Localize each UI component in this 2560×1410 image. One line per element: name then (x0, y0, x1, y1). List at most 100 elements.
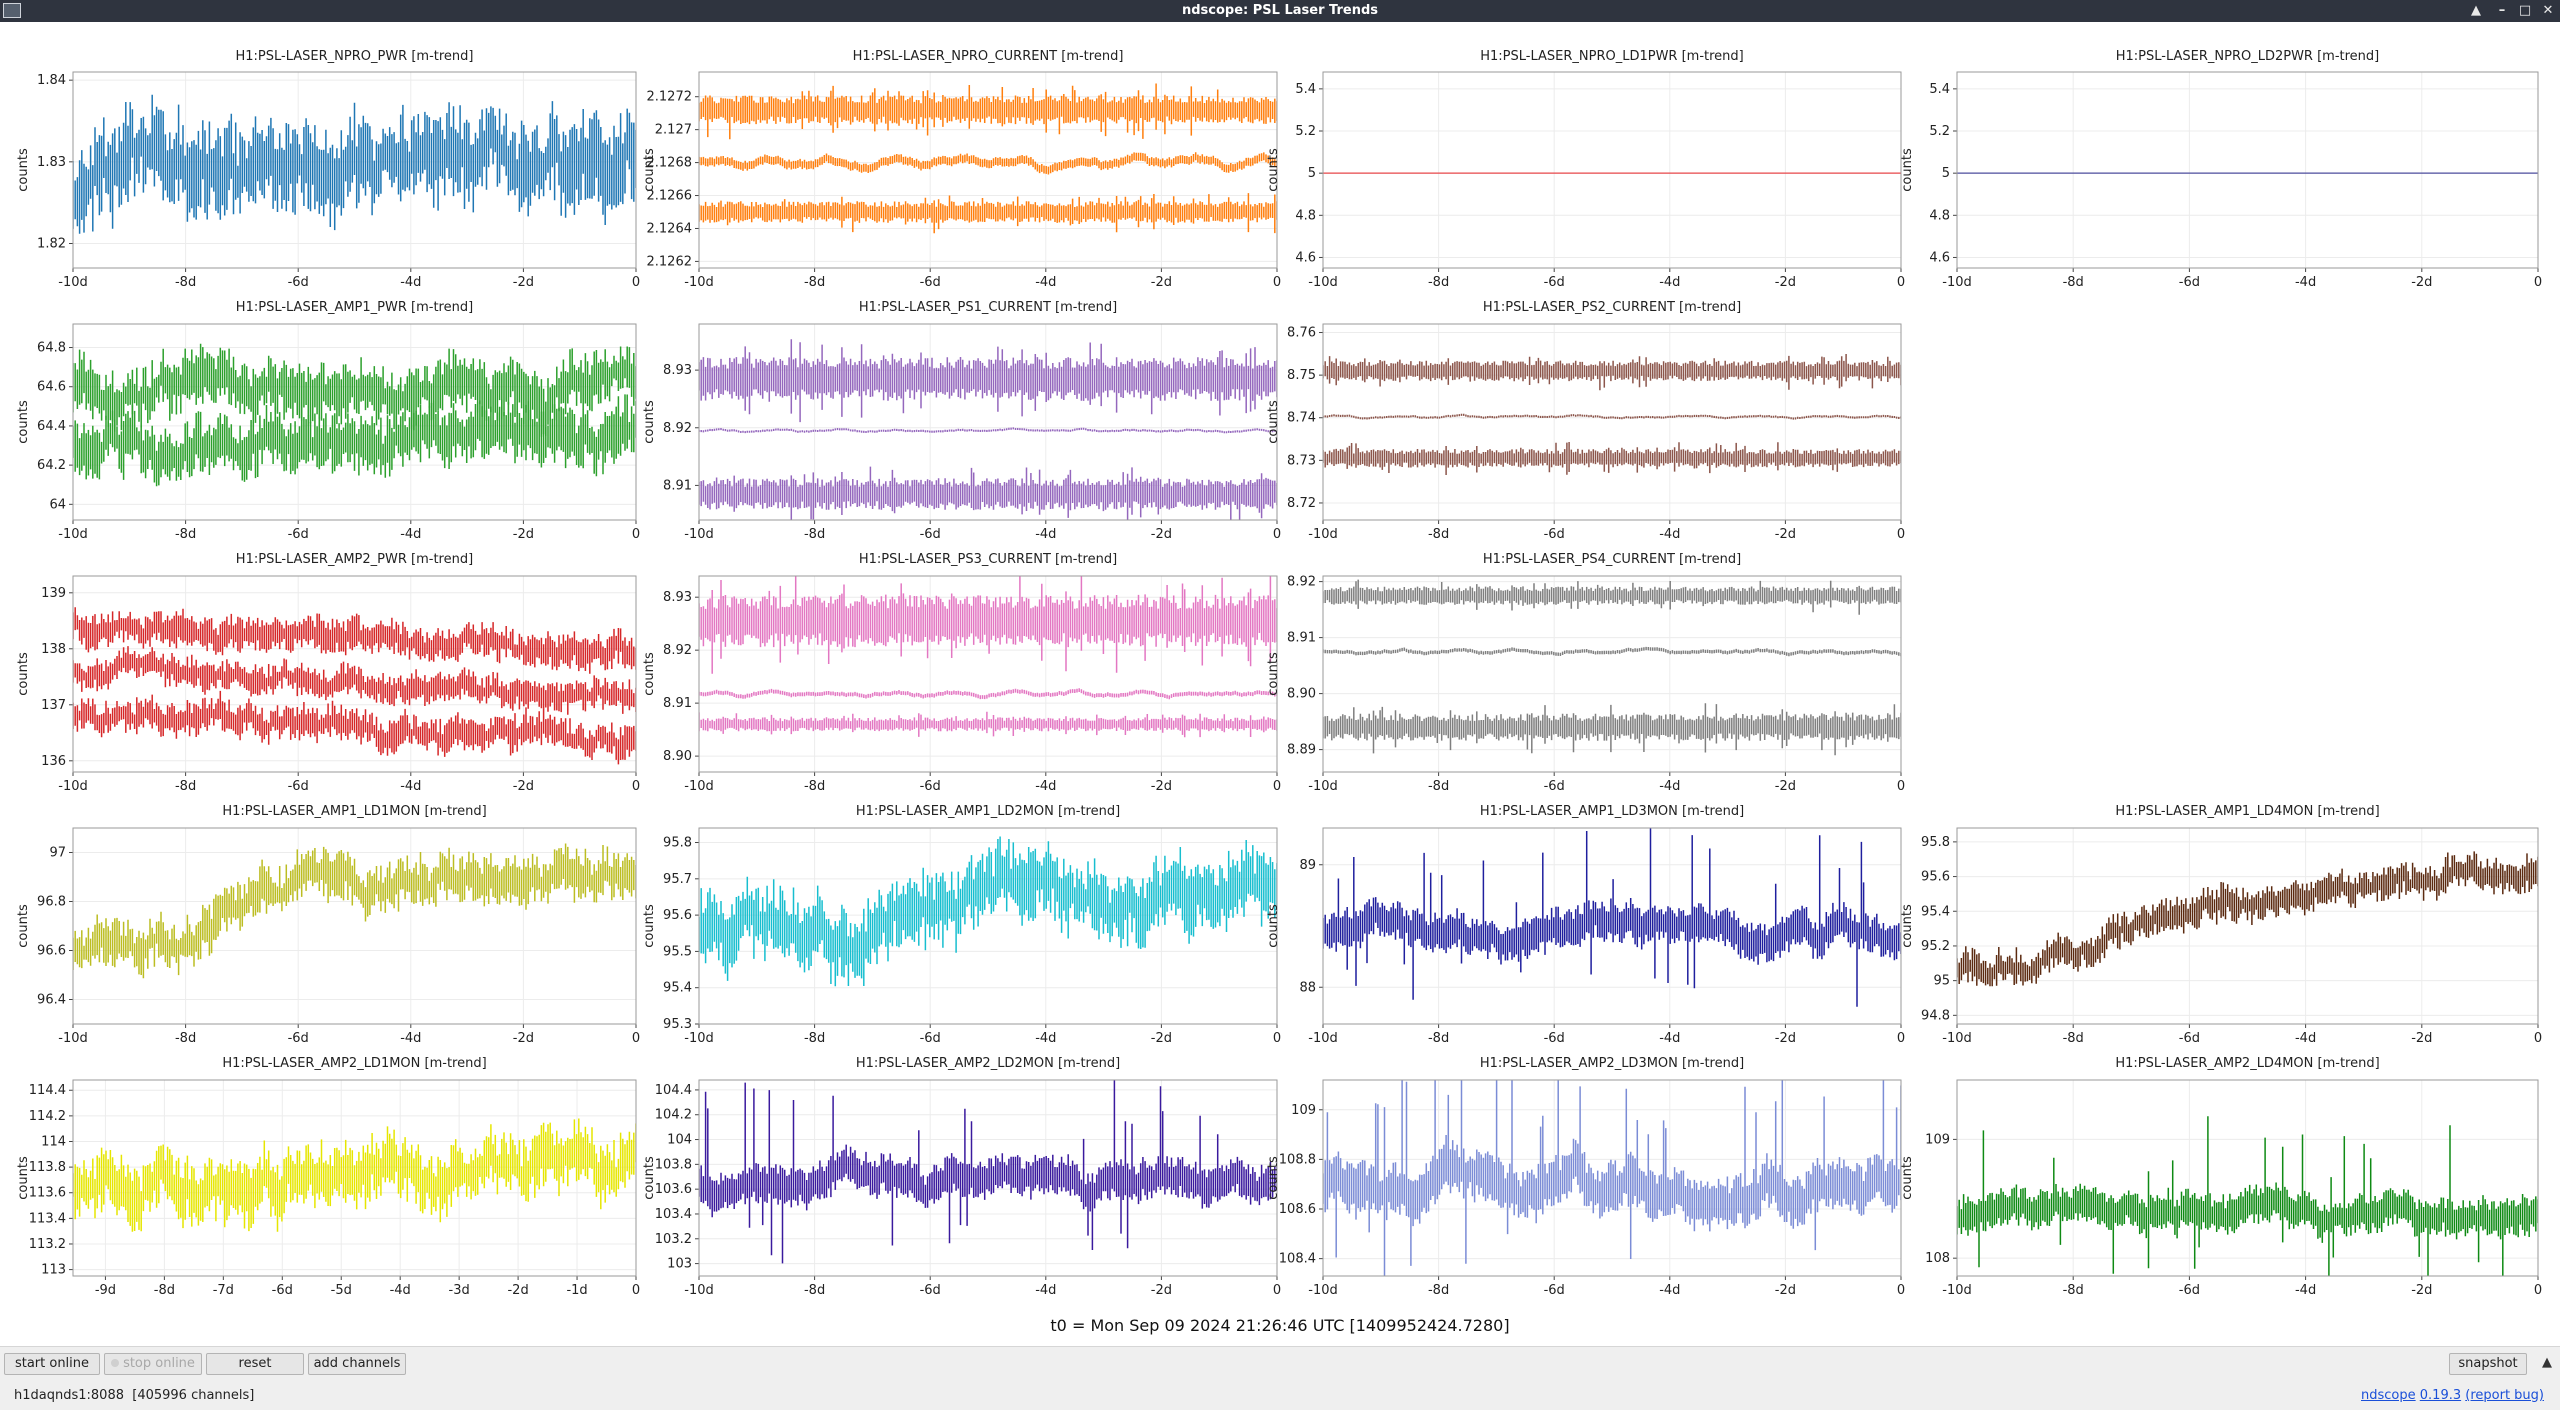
y-axis-label: counts (1266, 400, 1281, 444)
y-axis-label: counts (1900, 1156, 1915, 1200)
y-tick-label: 136 (41, 754, 66, 769)
series-group (73, 94, 636, 234)
plot-frame (1322, 575, 1902, 773)
plot-grid[interactable]: H1:PSL-LASER_NPRO_PWR [m-trend] -10d -8d -6… (0, 0, 2560, 1330)
x-tick-label: -6d (272, 1283, 293, 1298)
stop-online-button[interactable]: stop online (104, 1353, 202, 1375)
y-axis-label: counts (642, 1156, 657, 1200)
plot-panel[interactable]: H1:PSL-LASER_PS4_CURRENT [m-trend] -10d -8… (1266, 552, 1905, 794)
x-tick-label: -4d (2295, 1031, 2316, 1046)
x-tick-label: 0 (1897, 779, 1905, 794)
series-trace (1323, 1080, 1901, 1276)
series-trace (699, 339, 1277, 423)
x-tick-label: 0 (1273, 1283, 1281, 1298)
y-tick-label: 95.5 (663, 944, 692, 959)
plot-panel[interactable]: H1:PSL-LASER_AMP2_LD2MON [m-trend] -10d -8… (642, 1056, 1281, 1298)
plot-panel[interactable]: H1:PSL-LASER_NPRO_LD1PWR [m-trend] -10d -8… (1266, 49, 1905, 290)
plot-panel[interactable]: H1:PSL-LASER_AMP2_LD1MON [m-trend] -9d -8d… (16, 1056, 640, 1298)
x-tick-label: -8d (175, 527, 196, 542)
x-tick-label: 0 (1897, 527, 1905, 542)
x-tick-label: -8d (804, 275, 825, 290)
series-group (73, 843, 636, 979)
x-tick-label: 0 (2534, 275, 2542, 290)
plot-panel[interactable]: H1:PSL-LASER_PS1_CURRENT [m-trend] -10d -8… (642, 300, 1281, 542)
collapse-icon[interactable]: ▲ (2542, 1355, 2552, 1370)
y-tick-label: 4.8 (1295, 208, 1316, 223)
series-trace (73, 690, 636, 765)
plot-panel[interactable]: H1:PSL-LASER_NPRO_CURRENT [m-trend] -10d -… (642, 49, 1281, 290)
x-tick-label: -8d (154, 1283, 175, 1298)
stop-icon (111, 1359, 120, 1367)
y-tick-label: 1.82 (37, 237, 66, 252)
series-trace (1323, 442, 1901, 475)
reset-button[interactable]: reset (206, 1353, 304, 1375)
plot-frame (698, 575, 1278, 773)
y-tick-label: 95.2 (1921, 939, 1950, 954)
x-tick-label: -4d (1035, 779, 1056, 794)
chevron-up-icon[interactable]: ▲ (2471, 3, 2481, 18)
y-tick-label: 103.6 (655, 1182, 692, 1197)
plot-panel[interactable]: H1:PSL-LASER_NPRO_PWR [m-trend] -10d -8d -6… (16, 49, 640, 290)
plot-panel[interactable]: H1:PSL-LASER_AMP1_LD2MON [m-trend] -10d -8… (642, 804, 1281, 1046)
plot-panel[interactable]: H1:PSL-LASER_PS3_CURRENT [m-trend] -10d -8… (642, 552, 1281, 794)
start-online-button[interactable]: start online (4, 1353, 100, 1375)
x-tick-label: 0 (1897, 275, 1905, 290)
y-tick-label: 104 (667, 1133, 692, 1148)
x-tick-label: -6d (288, 527, 309, 542)
x-tick-label: 0 (1273, 779, 1281, 794)
y-axis-label: counts (642, 148, 657, 192)
plot-title: H1:PSL-LASER_PS3_CURRENT [m-trend] (859, 552, 1117, 567)
maximize-icon[interactable]: □ (2518, 3, 2532, 18)
y-tick-label: 8.74 (1287, 411, 1316, 426)
plot-panel[interactable]: H1:PSL-LASER_AMP2_LD3MON [m-trend] -10d -8… (1266, 1044, 1905, 1298)
plot-title: H1:PSL-LASER_PS1_CURRENT [m-trend] (859, 300, 1117, 315)
plot-panel[interactable]: H1:PSL-LASER_NPRO_LD2PWR [m-trend] -10d -8… (1900, 49, 2542, 290)
snapshot-button[interactable]: snapshot (2449, 1353, 2527, 1375)
x-tick-label: -2d (2411, 275, 2432, 290)
y-tick-label: 1.84 (37, 73, 66, 88)
plot-title: H1:PSL-LASER_AMP1_LD3MON [m-trend] (1480, 804, 1744, 819)
report-bug-link[interactable]: (report bug) (2465, 1388, 2544, 1403)
series-trace (73, 94, 636, 234)
plot-panel[interactable]: H1:PSL-LASER_AMP1_PWR [m-trend] -10d -8d -6… (16, 300, 640, 542)
plot-frame (1322, 71, 1902, 269)
plot-panel[interactable]: H1:PSL-LASER_PS2_CURRENT [m-trend] -10d -8… (1266, 300, 1905, 542)
control-bar: start online stop online reset add chann… (0, 1346, 2560, 1410)
x-tick-label: -2d (513, 275, 534, 290)
plot-title: H1:PSL-LASER_NPRO_LD1PWR [m-trend] (1480, 49, 1744, 64)
plot-panel[interactable]: H1:PSL-LASER_AMP2_LD4MON [m-trend] -10d -8… (1900, 1056, 2542, 1298)
y-tick-label: 113.2 (29, 1237, 66, 1252)
plot-panel[interactable]: H1:PSL-LASER_AMP2_PWR [m-trend] -10d -8d -6… (16, 552, 640, 794)
plot-frame (72, 1079, 637, 1277)
series-trace (699, 152, 1277, 175)
y-tick-label: 8.92 (1287, 575, 1316, 590)
plot-panel[interactable]: H1:PSL-LASER_AMP1_LD4MON [m-trend] -10d -8… (1900, 804, 2542, 1046)
plot-panel[interactable]: H1:PSL-LASER_AMP1_LD3MON [m-trend] -10d -8… (1266, 804, 1905, 1046)
plot-panel[interactable]: H1:PSL-LASER_AMP1_LD1MON [m-trend] -10d -8… (16, 804, 640, 1046)
x-tick-label: -6d (2179, 275, 2200, 290)
y-tick-label: 137 (41, 698, 66, 713)
y-tick-label: 8.89 (1287, 743, 1316, 758)
version-link[interactable]: 0.19.3 (2419, 1388, 2462, 1403)
x-tick-label: -4d (400, 779, 421, 794)
minimize-icon[interactable]: – (2498, 3, 2506, 18)
x-tick-label: -2d (1775, 527, 1796, 542)
app-link[interactable]: ndscope (2361, 1388, 2416, 1403)
y-tick-label: 95.8 (1921, 835, 1950, 850)
y-tick-label: 95.7 (663, 872, 692, 887)
x-tick-label: -6d (1544, 275, 1565, 290)
reset-label: reset (238, 1356, 272, 1371)
x-tick-label: -10d (1308, 1031, 1338, 1046)
x-tick-label: -6d (920, 527, 941, 542)
y-tick-label: 114 (41, 1134, 66, 1149)
x-tick-label: -4d (2295, 1283, 2316, 1298)
close-icon[interactable]: ✕ (2542, 3, 2554, 18)
y-tick-label: 2.127 (655, 123, 692, 138)
x-tick-label: -10d (1308, 779, 1338, 794)
x-tick-label: -1d (566, 1283, 587, 1298)
y-tick-label: 104.4 (655, 1083, 692, 1098)
x-tick-label: -10d (1308, 275, 1338, 290)
add-channels-button[interactable]: add channels (308, 1353, 406, 1375)
y-tick-label: 8.76 (1287, 326, 1316, 341)
plot-title: H1:PSL-LASER_NPRO_PWR [m-trend] (236, 49, 474, 64)
